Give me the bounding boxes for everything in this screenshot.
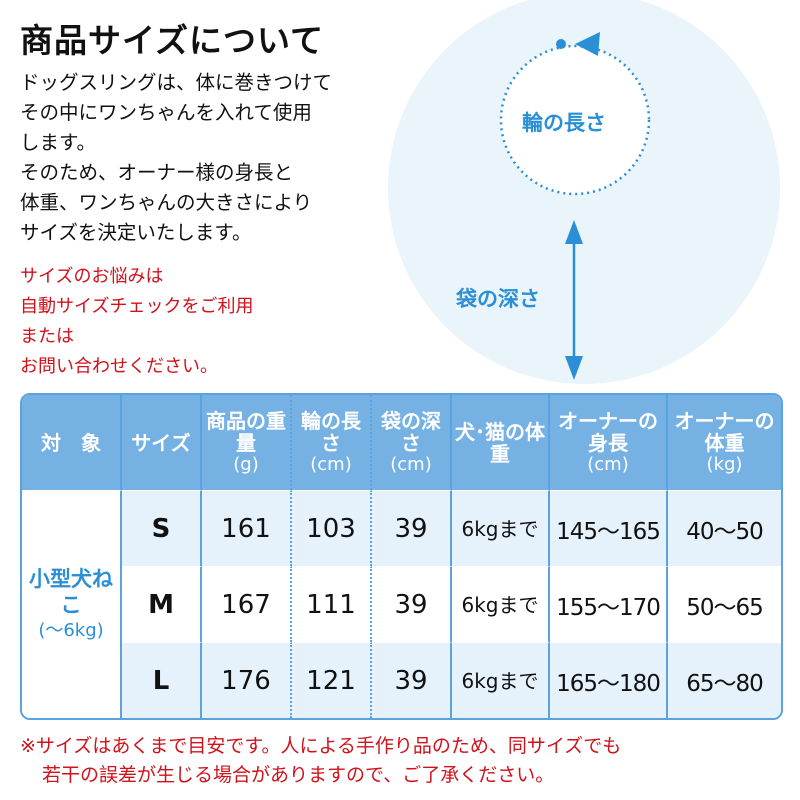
sling-diagram (499, 32, 651, 380)
size-help-note: サイズのお悩みは 自動サイズチェックをご利用 または お問い合わせください。 (20, 262, 253, 382)
description-line: します。 (20, 131, 97, 154)
ring-arrow-icon (575, 32, 600, 56)
owner-height-cell: 145～165 (550, 490, 668, 566)
disclaimer-line: ※サイズはあくまで目安です。人による手作り品のため、同サイズでも (20, 735, 622, 757)
description-line: ドッグスリングは、体に巻きつけて (20, 71, 333, 94)
pet-weight-cell: 6kgまで (452, 566, 550, 642)
owner-weight-cell: 40～50 (668, 490, 781, 566)
header-owner-height: オーナーの身長 (cm) (550, 395, 668, 490)
note-line: または (20, 326, 74, 347)
weight-cell: 176 (202, 642, 292, 718)
target-cell: 小型犬ねこ (～6kg) (22, 490, 122, 718)
table-row: M 167 111 39 6kgまで 155～170 50～65 (22, 566, 781, 642)
ring-circle (499, 44, 651, 196)
owner-weight-cell: 65～80 (668, 642, 781, 718)
depth-cell: 39 (372, 566, 452, 642)
table-header: 対 象 サイズ 商品の重量 (g) 輪の長さ (cm) 袋の深さ (cm) 犬･猫の体… (22, 395, 781, 490)
table-row: L 176 121 39 6kgまで 165～180 65～80 (22, 642, 781, 718)
size-table: 対 象 サイズ 商品の重量 (g) 輪の長さ (cm) 袋の深さ (cm) 犬･猫の体… (20, 393, 783, 720)
ring-cell: 111 (292, 566, 372, 642)
description: ドッグスリングは、体に巻きつけて その中にワンちゃんを入れて使用 します。 その… (20, 68, 332, 248)
ring-cell: 103 (292, 490, 372, 566)
description-line: そのため、オーナー様の身長と (20, 161, 294, 184)
header-pet-weight: 犬･猫の体重 (452, 395, 550, 490)
description-line: サイズを決定いたします。 (20, 221, 252, 244)
note-line: お問い合わせください。 (20, 356, 218, 377)
owner-height-cell: 155～170 (550, 566, 668, 642)
owner-height-cell: 165～180 (550, 642, 668, 718)
note-line: 自動サイズチェックをご利用 (20, 296, 254, 317)
ring-length-label: 輪の長さ (522, 111, 606, 135)
disclaimer: ※サイズはあくまで目安です。人による手作り品のため、同サイズでも 若干の誤差が生… (20, 732, 621, 790)
table-row: 小型犬ねこ (～6kg) S 161 103 39 6kgまで 145～165 4… (22, 490, 781, 718)
header-depth: 袋の深さ (cm) (372, 395, 452, 490)
page-title: 商品サイズについて (20, 21, 325, 60)
depth-arrow-up-icon (565, 220, 583, 244)
note-line: サイズのお悩みは (20, 266, 164, 287)
pet-weight-cell: 6kgまで (452, 642, 550, 718)
bag-depth-label: 袋の深さ (456, 287, 540, 311)
depth-arrow-down-icon (565, 356, 583, 380)
description-line: その中にワンちゃんを入れて使用 (20, 101, 312, 124)
pet-weight-cell: 6kgまで (452, 490, 550, 566)
disclaimer-line: 若干の誤差が生じる場合がありますので、ご了承ください。 (42, 764, 555, 786)
weight-cell: 161 (202, 490, 292, 566)
header-owner-weight: オーナーの体重 (kg) (668, 395, 781, 490)
header-size: サイズ (122, 395, 202, 490)
header-target: 対 象 (22, 395, 122, 490)
header-ring: 輪の長さ (cm) (292, 395, 372, 490)
ring-start-dot (556, 39, 566, 49)
size-cell: S (122, 490, 202, 566)
ring-cell: 121 (292, 642, 372, 718)
weight-cell: 167 (202, 566, 292, 642)
description-line: 体重、ワンちゃんの大きさにより (20, 191, 313, 214)
depth-cell: 39 (372, 642, 452, 718)
owner-weight-cell: 50～65 (668, 566, 781, 642)
header-weight: 商品の重量 (g) (202, 395, 292, 490)
depth-cell: 39 (372, 490, 452, 566)
size-cell: L (122, 642, 202, 718)
size-cell: M (122, 566, 202, 642)
